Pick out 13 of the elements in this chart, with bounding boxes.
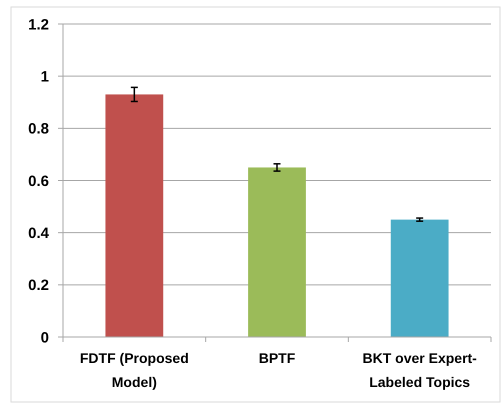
y-tick-label: 0.2 <box>28 277 49 294</box>
x-tick-label: BKT over Expert-Labeled Topics <box>362 350 478 390</box>
bar <box>390 220 449 337</box>
y-tick-label: 0 <box>40 329 49 346</box>
x-tick-label: FDTF (Proposed Model) <box>80 350 189 390</box>
y-tick-label: 1.2 <box>28 16 49 34</box>
y-tick-label: 1 <box>40 68 49 86</box>
y-tick-label: 0.6 <box>28 172 49 190</box>
bar <box>248 167 306 337</box>
x-tick-label: BPTF <box>258 350 296 366</box>
y-tick-label: 0.4 <box>28 224 50 242</box>
bar <box>105 94 164 337</box>
y-tick-label: 0.8 <box>28 120 49 138</box>
